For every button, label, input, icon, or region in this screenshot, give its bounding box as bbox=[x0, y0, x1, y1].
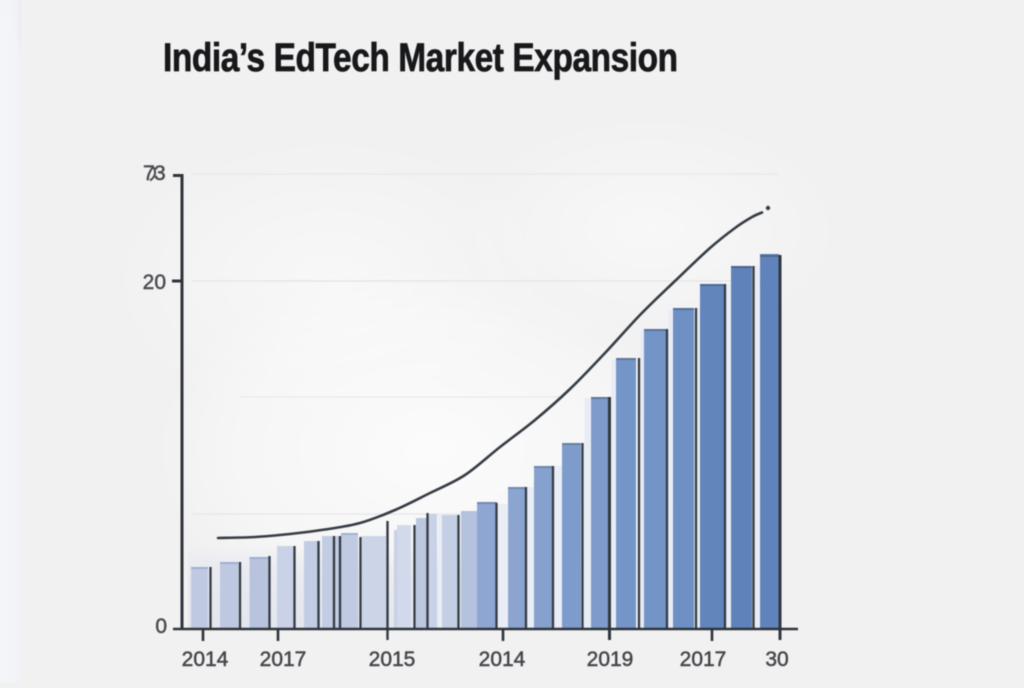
svg-text:2017: 2017 bbox=[680, 648, 727, 671]
svg-text:2017: 2017 bbox=[260, 648, 307, 671]
svg-text:3: 3 bbox=[154, 162, 166, 185]
svg-text:20: 20 bbox=[143, 271, 166, 294]
svg-text:2014: 2014 bbox=[182, 648, 229, 671]
svg-text:7: 7 bbox=[143, 162, 155, 185]
svg-text:2019: 2019 bbox=[587, 648, 634, 671]
svg-text:30: 30 bbox=[765, 648, 788, 671]
svg-text:2015: 2015 bbox=[369, 648, 416, 671]
svg-text:2014: 2014 bbox=[479, 648, 526, 671]
svg-text:India’s EdTech Market Expansio: India’s EdTech Market Expansion bbox=[163, 35, 678, 79]
svg-text:0: 0 bbox=[155, 615, 167, 638]
